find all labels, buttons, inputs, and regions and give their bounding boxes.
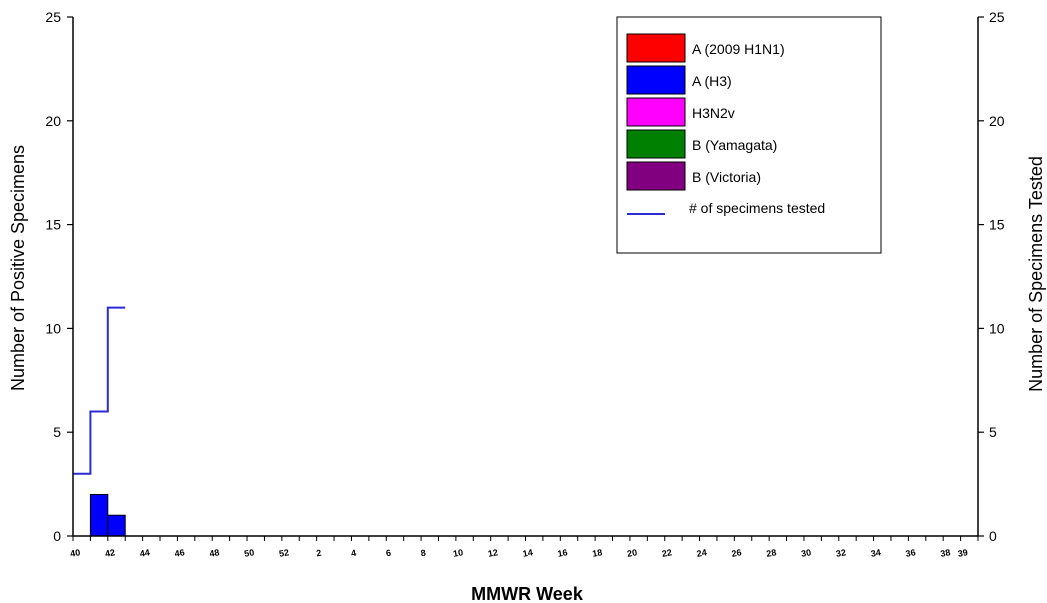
x-tick-label: 39 bbox=[957, 547, 969, 559]
y-tick-label-left: 10 bbox=[45, 320, 61, 336]
x-tick-label: 8 bbox=[420, 548, 427, 559]
legend-label: # of specimens tested bbox=[689, 200, 825, 216]
x-tick-label: 10 bbox=[452, 547, 464, 559]
x-tick-label: 48 bbox=[209, 547, 221, 559]
x-tick-label: 42 bbox=[104, 547, 116, 559]
legend-label: A (2009 H1N1) bbox=[692, 41, 785, 57]
x-tick-label: 32 bbox=[835, 547, 847, 559]
x-tick-label: 24 bbox=[696, 547, 708, 559]
legend-label: H3N2v bbox=[692, 105, 735, 121]
x-tick-label: 46 bbox=[174, 547, 186, 559]
x-tick-label: 28 bbox=[766, 547, 778, 559]
y-tick-label-left: 0 bbox=[53, 528, 61, 544]
tested-step-line bbox=[73, 306, 126, 475]
y-axis-title-left: Number of Positive Specimens bbox=[8, 145, 28, 391]
x-tick-label: 30 bbox=[800, 547, 812, 559]
x-tick-label: 12 bbox=[487, 547, 499, 559]
y-tick-label-right: 0 bbox=[989, 528, 997, 544]
x-axis-title: MMWR Week bbox=[471, 584, 584, 603]
y-tick-label-right: 15 bbox=[989, 217, 1005, 233]
legend-label: A (H3) bbox=[692, 73, 732, 89]
y-tick-label-right: 25 bbox=[989, 9, 1005, 25]
y-tick-label-left: 15 bbox=[45, 217, 61, 233]
x-tick-label: 20 bbox=[626, 547, 638, 559]
y-tick-label-right: 20 bbox=[989, 113, 1005, 129]
x-tick-label: 52 bbox=[278, 547, 290, 559]
bar bbox=[107, 514, 126, 537]
y-axis-title-right: Number of Specimens Tested bbox=[1026, 156, 1046, 392]
x-tick-label: 40 bbox=[69, 547, 81, 559]
x-tick-label: 4 bbox=[350, 548, 357, 559]
legend-label: B (Victoria) bbox=[692, 169, 761, 185]
bars bbox=[89, 493, 126, 537]
x-tick-label: 2 bbox=[315, 548, 322, 559]
x-tick-label: 44 bbox=[139, 547, 151, 559]
x-tick-label: 6 bbox=[385, 548, 392, 559]
x-tick-label: 38 bbox=[940, 547, 952, 559]
x-tick-label: 26 bbox=[731, 547, 743, 559]
x-tick-label: 22 bbox=[661, 547, 673, 559]
legend-swatch bbox=[626, 161, 686, 191]
x-tick-label: 14 bbox=[522, 547, 534, 559]
legend: A (2009 H1N1) A (H3) H3N2v B (Yamagata) B (V… bbox=[616, 16, 882, 254]
y-tick-label-left: 25 bbox=[45, 9, 61, 25]
x-tick-label: 34 bbox=[870, 547, 882, 559]
legend-label: B (Yamagata) bbox=[692, 137, 777, 153]
legend-swatch bbox=[626, 65, 686, 95]
y-tick-label-left: 5 bbox=[53, 424, 61, 440]
x-tick-label: 16 bbox=[557, 547, 569, 559]
y-tick-label-left: 20 bbox=[45, 113, 61, 129]
x-tick-label: 18 bbox=[591, 547, 603, 559]
legend-swatch bbox=[626, 97, 686, 127]
x-tick-label: 36 bbox=[905, 547, 917, 559]
y-tick-label-right: 5 bbox=[989, 424, 997, 440]
tested-line bbox=[73, 306, 126, 475]
bar bbox=[89, 493, 109, 537]
y-tick-label-right: 10 bbox=[989, 320, 1005, 336]
legend-swatch bbox=[626, 129, 686, 159]
legend-swatch bbox=[626, 33, 686, 63]
x-tick-label: 50 bbox=[243, 547, 255, 559]
